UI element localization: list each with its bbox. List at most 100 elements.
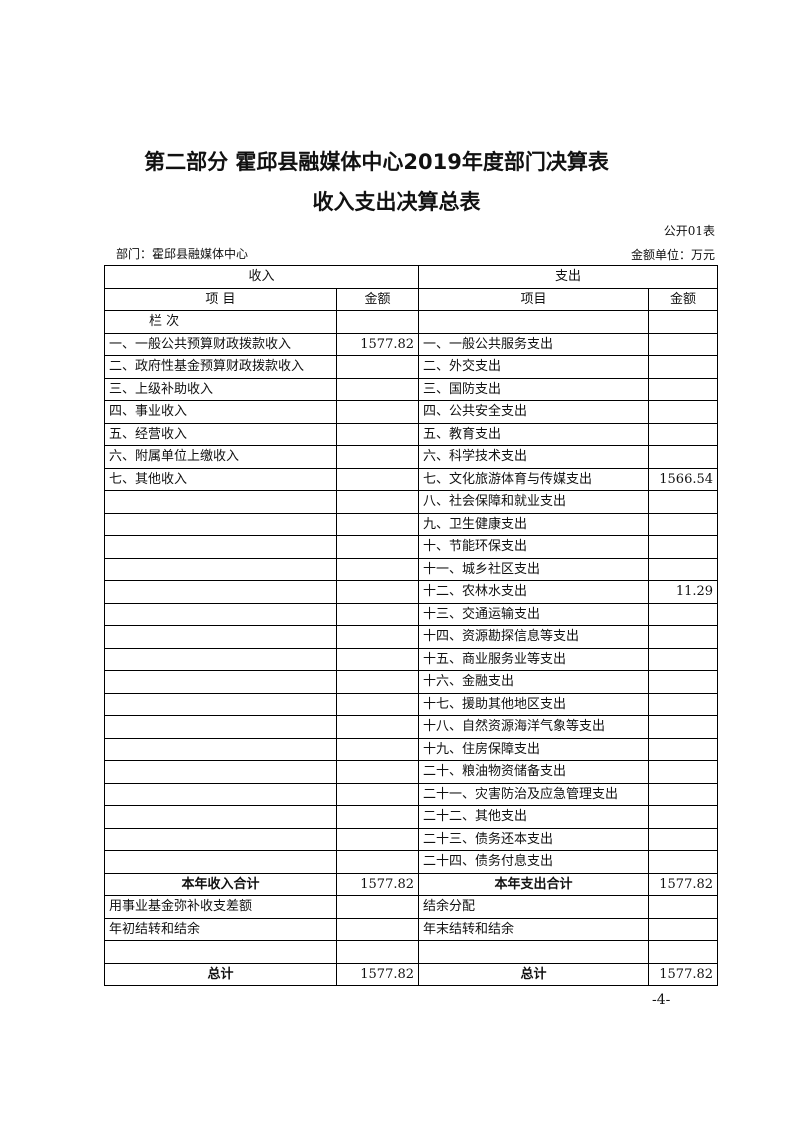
income-amount-cell bbox=[335, 490, 420, 514]
empty-cell bbox=[335, 310, 420, 334]
expenditure-item-cell: 三、国防支出 bbox=[418, 377, 650, 401]
income-item-cell bbox=[104, 827, 337, 851]
income-item-cell bbox=[104, 670, 337, 694]
income-item-cell bbox=[104, 782, 337, 806]
expenditure-amount-cell bbox=[648, 827, 719, 851]
income-amount-cell bbox=[335, 940, 420, 964]
table-row: 十四、资源勘探信息等支出 bbox=[104, 625, 719, 649]
expenditure-amount-cell bbox=[648, 355, 719, 379]
income-amount-cell bbox=[335, 737, 420, 761]
income-item-cell: 年初结转和结余 bbox=[104, 917, 337, 941]
expenditure-amount-cell: 1577.82 bbox=[648, 962, 719, 986]
expenditure-amount-cell bbox=[648, 332, 719, 356]
expenditure-item-cell: 二十、粮油物资储备支出 bbox=[418, 760, 650, 784]
expenditure-item-cell: 二十四、债务付息支出 bbox=[418, 850, 650, 874]
expenditure-header: 支出 bbox=[418, 265, 719, 289]
expenditure-amount-cell bbox=[648, 490, 719, 514]
expenditure-item-cell: 十、节能环保支出 bbox=[418, 535, 650, 559]
income-amount-cell bbox=[335, 535, 420, 559]
income-item-cell: 六、附属单位上缴收入 bbox=[104, 445, 337, 469]
table-row: 九、卫生健康支出 bbox=[104, 512, 719, 536]
expenditure-item-cell: 二十二、其他支出 bbox=[418, 805, 650, 829]
table-row: 十九、住房保障支出 bbox=[104, 737, 719, 761]
expenditure-item-cell: 十五、商业服务业等支出 bbox=[418, 647, 650, 671]
expenditure-item-cell: 十一、城乡社区支出 bbox=[418, 557, 650, 581]
expenditure-amount-cell bbox=[648, 782, 719, 806]
income-amount-cell bbox=[335, 917, 420, 941]
column-order-row: 栏 次 bbox=[104, 310, 719, 334]
income-item-cell bbox=[104, 512, 337, 536]
expenditure-amount-cell bbox=[648, 760, 719, 784]
expenditure-amount-cell bbox=[648, 557, 719, 581]
column-order-label: 栏 次 bbox=[104, 310, 337, 334]
income-amount-cell bbox=[335, 580, 420, 604]
table-row: 二十二、其他支出 bbox=[104, 805, 719, 829]
expenditure-item-cell: 十二、农林水支出 bbox=[418, 580, 650, 604]
income-item-cell bbox=[104, 715, 337, 739]
income-item-cell bbox=[104, 940, 337, 964]
table-row: 十六、金融支出 bbox=[104, 670, 719, 694]
income-item-cell: 总计 bbox=[104, 962, 337, 986]
empty-cell bbox=[418, 310, 650, 334]
income-item-cell bbox=[104, 805, 337, 829]
expenditure-amount-cell bbox=[648, 422, 719, 446]
table-row: 年初结转和结余 年末结转和结余 bbox=[104, 917, 719, 941]
expenditure-amount-cell bbox=[648, 647, 719, 671]
page-title: 第二部分 霍邱县融媒体中心2019年度部门决算表 bbox=[0, 146, 793, 176]
empty-cell bbox=[648, 310, 719, 334]
expenditure-item-cell: 十三、交通运输支出 bbox=[418, 602, 650, 626]
income-amount-cell bbox=[335, 692, 420, 716]
income-amount-cell bbox=[335, 760, 420, 784]
income-item-header: 项 目 bbox=[104, 287, 337, 311]
income-item-cell bbox=[104, 647, 337, 671]
income-amount-cell bbox=[335, 422, 420, 446]
page-number: -4- bbox=[652, 992, 671, 1008]
expenditure-amount-cell bbox=[648, 692, 719, 716]
table-row: 十三、交通运输支出 bbox=[104, 602, 719, 626]
expenditure-item-cell: 九、卫生健康支出 bbox=[418, 512, 650, 536]
expenditure-amount-cell bbox=[648, 535, 719, 559]
income-amount-cell bbox=[335, 850, 420, 874]
income-header: 收入 bbox=[103, 265, 420, 289]
income-item-cell bbox=[104, 580, 337, 604]
income-item-cell: 七、其他收入 bbox=[104, 467, 337, 491]
expenditure-item-cell: 二十三、债务还本支出 bbox=[418, 827, 650, 851]
income-item-cell bbox=[104, 557, 337, 581]
expenditure-amount-cell bbox=[648, 895, 719, 919]
exp-item-header: 项目 bbox=[418, 287, 650, 311]
expenditure-item-cell: 六、科学技术支出 bbox=[418, 445, 650, 469]
table-row: 四、事业收入 四、公共安全支出 bbox=[104, 400, 719, 424]
income-amount-cell bbox=[335, 602, 420, 626]
expenditure-item-cell: 一、一般公共服务支出 bbox=[418, 332, 650, 356]
expenditure-amount-cell bbox=[648, 377, 719, 401]
income-item-cell bbox=[104, 850, 337, 874]
income-item-cell: 本年收入合计 bbox=[104, 872, 337, 896]
expenditure-item-cell: 十九、住房保障支出 bbox=[418, 737, 650, 761]
table-title: 收入支出决算总表 bbox=[312, 190, 481, 214]
expenditure-amount-cell bbox=[648, 940, 719, 964]
expenditure-amount-cell bbox=[648, 625, 719, 649]
income-amount-cell bbox=[335, 670, 420, 694]
expenditure-item-cell: 结余分配 bbox=[418, 895, 650, 919]
expenditure-item-cell: 七、文化旅游体育与传媒支出 bbox=[418, 467, 650, 491]
table-row: 二十四、债务付息支出 bbox=[104, 850, 719, 874]
expenditure-amount-cell bbox=[648, 917, 719, 941]
table-row: 二十一、灾害防治及应急管理支出 bbox=[104, 782, 719, 806]
table-row: 二十三、债务还本支出 bbox=[104, 827, 719, 851]
income-amount-cell bbox=[335, 827, 420, 851]
table-row: 十七、援助其他地区支出 bbox=[104, 692, 719, 716]
income-amount-cell: 1577.82 bbox=[335, 872, 420, 896]
expenditure-amount-cell bbox=[648, 805, 719, 829]
expenditure-item-cell: 五、教育支出 bbox=[418, 422, 650, 446]
income-amount-cell bbox=[335, 805, 420, 829]
department-label: 部门：霍邱县融媒体中心 bbox=[116, 247, 249, 261]
table-row: 十、节能环保支出 bbox=[104, 535, 719, 559]
expenditure-amount-cell bbox=[648, 400, 719, 424]
expenditure-item-cell bbox=[418, 940, 650, 964]
expenditure-amount-cell bbox=[648, 670, 719, 694]
income-amount-cell bbox=[335, 557, 420, 581]
income-item-cell bbox=[104, 692, 337, 716]
expenditure-item-cell: 十四、资源勘探信息等支出 bbox=[418, 625, 650, 649]
exp-amount-header: 金额 bbox=[648, 287, 719, 311]
expenditure-item-cell: 总计 bbox=[418, 962, 650, 986]
